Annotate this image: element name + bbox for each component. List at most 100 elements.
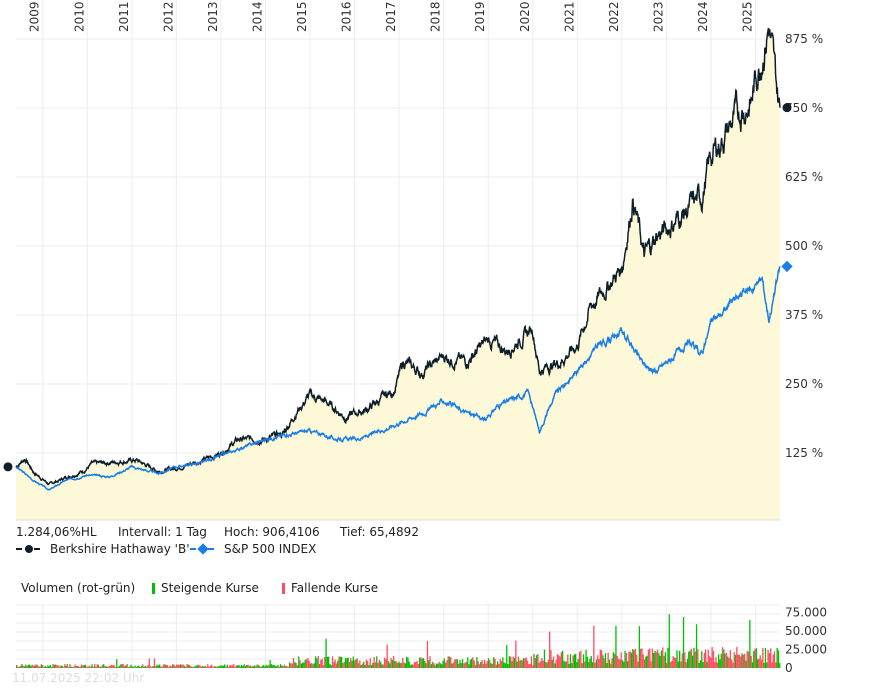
volume-bar — [100, 666, 102, 668]
volume-bar — [588, 661, 590, 668]
volume-bar — [230, 665, 232, 668]
volume-bar — [355, 659, 357, 668]
volume-bar — [485, 663, 487, 668]
volume-bar — [49, 664, 52, 668]
volume-bar — [294, 662, 296, 668]
volume-bar — [731, 659, 733, 668]
volume-bar — [357, 663, 360, 668]
volume-bar — [425, 663, 427, 668]
volume-bar — [473, 660, 475, 668]
volume-bar — [556, 654, 559, 668]
volume-bar — [381, 664, 383, 668]
volume-bar — [248, 666, 250, 668]
volume-bar — [369, 658, 371, 668]
volume-bar — [109, 665, 111, 668]
spx-last-marker — [781, 260, 793, 273]
volume-bar — [130, 664, 132, 668]
x-tick-label: 2025 — [740, 1, 754, 32]
volume-bar — [459, 660, 461, 668]
volume-bar — [354, 660, 356, 668]
volume-bar — [725, 652, 728, 668]
volume-bar — [203, 666, 205, 668]
legend-brk[interactable]: Berkshire Hathaway 'B' — [16, 542, 190, 556]
x-tick-label: 2009 — [28, 1, 42, 32]
volume-bar — [443, 658, 445, 668]
x-tick-label: 2021 — [562, 1, 576, 32]
volume-bar — [238, 665, 240, 668]
volume-bar — [677, 661, 679, 668]
volume-bar — [753, 651, 755, 668]
volume-bar — [152, 665, 154, 668]
volume-bar — [679, 650, 681, 668]
volume-bar — [573, 654, 575, 668]
legend-spx[interactable]: S&P 500 INDEX — [190, 542, 316, 556]
volume-bar — [694, 651, 696, 668]
volume-bar — [99, 666, 101, 668]
volume-bar — [559, 656, 561, 668]
x-tick-label: 2019 — [473, 1, 487, 32]
volume-bar — [19, 666, 22, 668]
volume-bar — [480, 661, 482, 668]
volume-bar — [393, 656, 395, 668]
volume-bar — [383, 657, 386, 668]
volume-bar — [253, 665, 256, 668]
volume-bar — [460, 662, 462, 668]
volume-bar — [378, 659, 380, 668]
volume-bar — [675, 657, 677, 668]
volume-bar — [96, 664, 98, 668]
volume-bar — [342, 663, 344, 668]
volume-bar — [38, 666, 40, 668]
volume-bar — [701, 651, 703, 668]
volume-bar — [16, 665, 18, 668]
volume-bar — [664, 652, 666, 668]
volume-bar — [26, 665, 28, 668]
volume-bar — [394, 660, 396, 668]
volume-bar — [755, 648, 757, 668]
volume-bar — [673, 657, 676, 668]
volume-bar — [218, 666, 221, 668]
volume-bar — [343, 661, 345, 668]
volume-bar — [57, 665, 59, 668]
volume-bar — [389, 663, 391, 668]
volume-bar — [612, 652, 614, 668]
volume-bar — [763, 662, 765, 668]
volume-bar — [426, 641, 429, 668]
volume-bar — [493, 657, 495, 668]
volume-bar — [468, 664, 470, 668]
volume-bar — [40, 664, 42, 668]
volume-bar — [157, 665, 159, 668]
volume-bar — [97, 664, 100, 668]
timestamp: 11.07.2025 22:02 Uhr — [12, 671, 145, 685]
y-tick-label: 875 % — [785, 32, 823, 46]
volume-bar — [417, 663, 419, 668]
volume-bar — [658, 653, 660, 668]
volume-bar — [593, 625, 595, 668]
legend-brk-marker-icon — [16, 545, 42, 553]
volume-bar — [718, 654, 720, 668]
volume-bar — [516, 661, 518, 668]
volume-bar — [123, 665, 126, 668]
volume-bar — [775, 662, 777, 668]
volume-bar — [235, 665, 237, 668]
volume-bar — [693, 647, 695, 668]
volume-bar — [619, 659, 621, 668]
volume-bar — [481, 659, 483, 668]
volume-bar — [165, 664, 167, 668]
volume-bar — [699, 660, 702, 668]
volume-bar — [107, 666, 109, 668]
volume-bar — [396, 662, 399, 668]
volume-bar — [317, 656, 319, 668]
volume-bar — [433, 663, 435, 668]
volume-bar — [525, 657, 527, 668]
volume-bar — [231, 665, 234, 668]
volume-bar — [69, 664, 71, 668]
volume-bar — [724, 653, 726, 668]
volume-bar — [490, 663, 492, 668]
volume-bar — [309, 663, 312, 668]
volume-bar — [550, 650, 552, 668]
volume-bar — [521, 660, 523, 668]
x-tick-label: 2015 — [295, 1, 309, 32]
volume-bar — [552, 656, 555, 668]
volume-bar — [346, 658, 348, 668]
